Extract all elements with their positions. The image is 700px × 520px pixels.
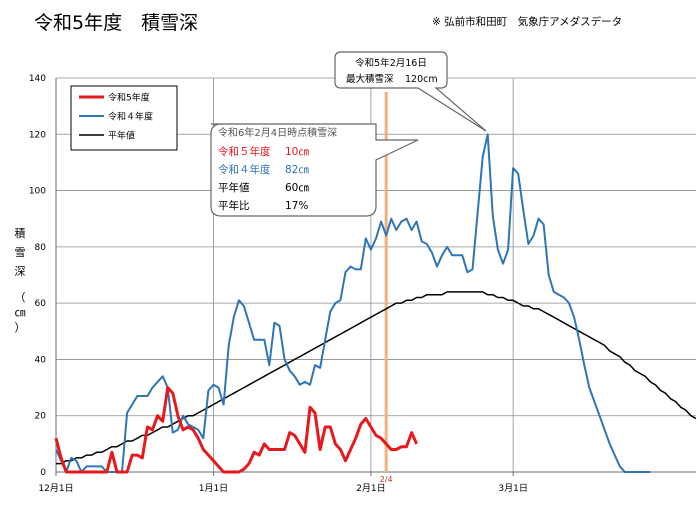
y-tick-label: 140 — [29, 74, 46, 84]
y-tick-labels: 0 20 40 60 80 100 120 140 — [29, 74, 46, 478]
callout-max-label: 最大積雪深 — [346, 73, 394, 85]
callout-current-bubble — [210, 123, 419, 217]
y-tick-label: 60 — [35, 299, 47, 309]
y-tick-label: 20 — [35, 412, 47, 422]
data-source-note: ※ 弘前市和田町 気象庁アメダスデータ — [432, 16, 623, 28]
y-tick-label: 0 — [40, 468, 46, 478]
x-tick-label: 12月1日 — [38, 483, 73, 494]
callout-current-row-value: 17% — [285, 200, 308, 212]
callout-current-row-label: 平年比 — [218, 199, 250, 212]
series-line — [54, 386, 418, 474]
callout-current-row-label: 令和５年度 — [218, 145, 271, 158]
x-tick-labels: 12月1日 1月1日 2月1日 3月1日 — [38, 472, 528, 494]
y-axis-label: 積雪深 （ ㎝ ） — [15, 226, 26, 334]
legend-entry: 令和４年度 — [108, 111, 153, 123]
callout-current-row-value: 60㎝ — [285, 182, 309, 194]
page-title: 令和5年度 積雪深 — [34, 12, 199, 34]
callout-max-value: 120cm — [405, 74, 438, 85]
callout-current-row-value: 82㎝ — [285, 164, 309, 176]
y-tick-label: 40 — [35, 355, 47, 365]
x-tick-label: 1月1日 — [199, 483, 228, 494]
y-axis-label-char: （ — [15, 291, 26, 304]
y-axis-label-char: 雪 — [15, 246, 26, 259]
y-axis-label-char: 深 — [15, 265, 26, 278]
callout-max-bubble — [334, 51, 487, 132]
series-line — [56, 291, 697, 465]
x-tick-label: 3月1日 — [498, 483, 527, 494]
callout-current-heading: 令和6年2月4日時点積雪深 — [218, 126, 337, 139]
series-line — [55, 133, 651, 473]
x-tick-label: 2月1日 — [356, 483, 385, 494]
y-tick-label: 100 — [29, 187, 46, 197]
y-tick-label: 80 — [35, 243, 47, 253]
y-axis-label-char: ） — [15, 321, 26, 334]
legend-entry: 令和5年度 — [108, 92, 150, 104]
y-axis-label-char: ㎝ — [15, 306, 26, 319]
series-lines — [54, 133, 697, 474]
callout-current-row-label: 平年値 — [218, 181, 250, 194]
callout-max-date: 令和5年2月16日 — [355, 57, 427, 69]
callout-current-row-label: 令和４年度 — [218, 163, 271, 176]
y-axis-label-char: 積 — [15, 226, 26, 240]
legend-entry: 平年値 — [108, 130, 135, 142]
y-tick-label: 120 — [29, 130, 46, 140]
marker-label: 2/4 — [380, 475, 393, 484]
callout-current-row-value: 10㎝ — [285, 146, 309, 158]
